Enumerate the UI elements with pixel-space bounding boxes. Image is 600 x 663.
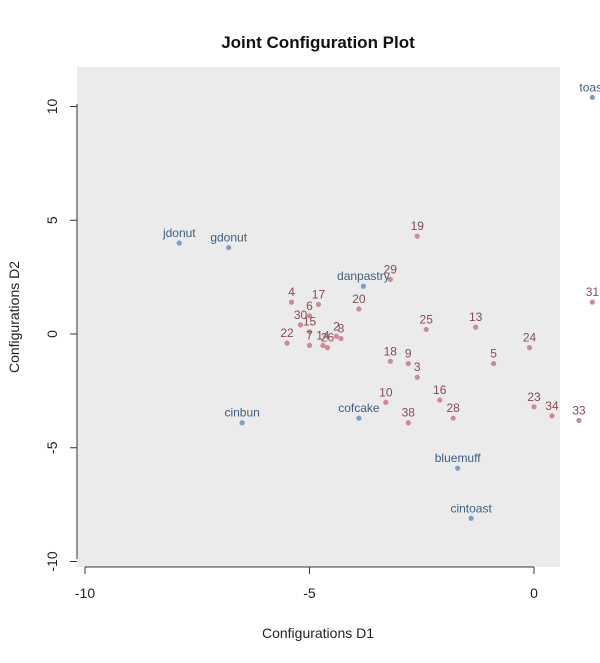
- subject-label-5: 5: [490, 347, 497, 361]
- subject-label-30: 30: [294, 308, 308, 322]
- subject-label-3: 3: [414, 360, 421, 374]
- subject-label-38: 38: [402, 406, 416, 420]
- subject-point-26: [324, 345, 331, 351]
- subject-point-34: [549, 413, 555, 419]
- subject-point-24: [526, 345, 533, 351]
- subject-point-5: [490, 360, 497, 367]
- subject-label-4: 4: [288, 285, 295, 299]
- object-point-bluemuff: [455, 465, 461, 471]
- subject-point-38: [405, 420, 411, 426]
- x-tick-label: -10: [75, 585, 95, 601]
- subject-point-9: [405, 360, 411, 367]
- x-tick-label: 0: [530, 585, 538, 601]
- subject-point-30: [297, 322, 304, 328]
- subject-point-8: [338, 335, 344, 342]
- subject-point-2: [333, 333, 340, 339]
- subject-label-7: 7: [306, 328, 313, 342]
- subject-label-17: 17: [312, 287, 326, 301]
- subject-label-33: 33: [572, 403, 586, 417]
- subject-label-14: 14: [316, 328, 330, 342]
- x-axis-label: Configurations D1: [262, 625, 374, 641]
- y-axis-label: Configurations D2: [6, 261, 22, 373]
- object-point-cintoast: [468, 515, 474, 521]
- subject-label-16: 16: [433, 383, 447, 397]
- subject-point-3: [414, 374, 420, 380]
- subject-label-24: 24: [523, 331, 537, 345]
- subject-label-19: 19: [411, 219, 425, 233]
- subject-point-28: [450, 415, 456, 421]
- subject-point-13: [473, 324, 479, 330]
- object-point-toast: [589, 94, 595, 100]
- subject-label-20: 20: [352, 292, 366, 306]
- subject-label-9: 9: [405, 347, 412, 361]
- object-point-cinbun: [239, 420, 245, 426]
- subject-point-15: [306, 329, 313, 335]
- object-label-bluemuff: bluemuff: [435, 451, 481, 465]
- subject-point-4: [288, 299, 295, 305]
- subject-point-23: [531, 404, 537, 410]
- subject-label-15: 15: [303, 315, 317, 329]
- y-tick-label: 5: [44, 216, 60, 224]
- subject-label-6: 6: [306, 299, 313, 313]
- object-point-jdonut: [176, 240, 182, 246]
- y-tick-label: 10: [44, 99, 60, 115]
- chart-title: Joint Configuration Plot: [221, 33, 415, 52]
- subject-point-18: [387, 358, 393, 364]
- subject-point-16: [437, 397, 443, 403]
- subject-point-10: [383, 399, 389, 405]
- subject-point-19: [414, 233, 420, 239]
- object-label-cinbun: cinbun: [224, 406, 259, 420]
- subject-point-31: [589, 299, 595, 305]
- object-point-danpastry: [360, 283, 366, 289]
- y-tick-label: 0: [44, 330, 60, 338]
- subject-point-25: [423, 326, 429, 333]
- subject-label-23: 23: [527, 390, 541, 404]
- subject-label-28: 28: [447, 401, 461, 415]
- plot-panel: [77, 67, 560, 567]
- subject-point-20: [356, 306, 362, 312]
- subject-point-14: [320, 342, 326, 348]
- subject-point-22: [284, 340, 290, 346]
- subject-label-34: 34: [545, 399, 559, 413]
- subject-point-17: [315, 301, 322, 308]
- y-tick-label: -5: [44, 441, 60, 454]
- x-tick-label: -5: [303, 585, 316, 601]
- object-point-gdonut: [226, 244, 232, 251]
- object-label-gdonut: gdonut: [210, 231, 247, 245]
- subject-label-25: 25: [420, 312, 434, 326]
- point-labels: toasttoastmarmbutoastjjdonutgdonuttoastm…: [162, 80, 600, 515]
- subject-label-13: 13: [469, 310, 483, 324]
- subject-point-29: [387, 276, 393, 282]
- subject-label-22: 22: [280, 326, 294, 340]
- object-label-cofcake: cofcake: [338, 401, 380, 415]
- subject-label-10: 10: [379, 385, 393, 399]
- subject-label-29: 29: [384, 262, 398, 276]
- subject-label-31: 31: [586, 285, 600, 299]
- subject-point-33: [576, 417, 582, 424]
- data-points: [176, 94, 595, 521]
- object-label-toast: toast: [579, 80, 600, 94]
- y-tick-label: -10: [44, 551, 60, 571]
- subject-point-6: [306, 313, 313, 319]
- subject-label-18: 18: [384, 344, 398, 358]
- object-point-cofcake: [356, 415, 362, 421]
- object-label-danpastry: danpastry: [337, 269, 390, 283]
- object-label-jdonut: jdonut: [162, 226, 196, 240]
- y-axis-ticks: -10 -5 0 5 10: [44, 99, 77, 572]
- subject-point-7: [306, 342, 313, 348]
- object-label-cintoast: cintoast: [450, 501, 492, 515]
- subject-label-26: 26: [321, 331, 335, 345]
- subject-label-2: 2: [333, 319, 340, 333]
- subject-label-8: 8: [338, 322, 345, 336]
